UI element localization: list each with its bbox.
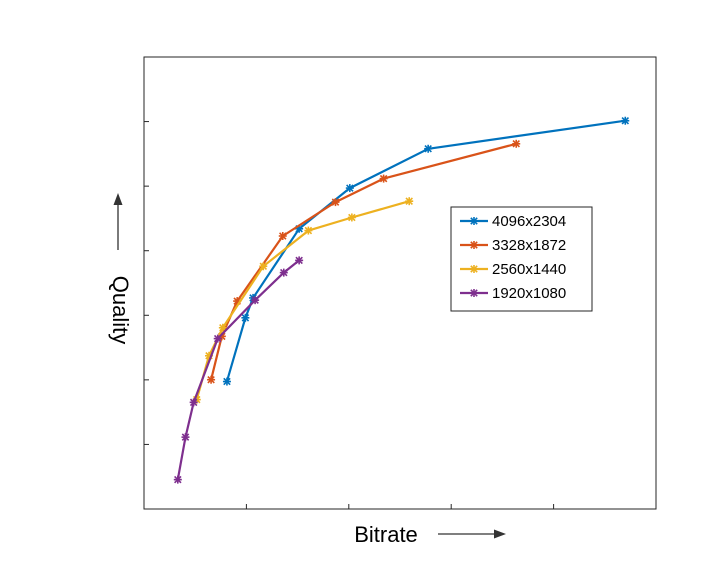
data-point-1920x1080-1 <box>173 475 182 484</box>
legend-marker <box>470 241 478 249</box>
data-point-2560x1440-4 <box>259 262 268 271</box>
x-axis-label: Bitrate <box>354 522 418 547</box>
data-point-1920x1080-5 <box>251 296 260 305</box>
x-axis-arrow <box>438 529 506 539</box>
legend-entry-2560x1440: 2560x1440 <box>460 261 566 278</box>
legend-entry-1920x1080: 1920x1080 <box>460 285 566 302</box>
legend-marker <box>470 265 478 273</box>
data-point-3328x1872-1 <box>207 375 216 384</box>
legend-entry-3328x1872: 3328x1872 <box>460 237 566 254</box>
plot-frame <box>143 56 657 510</box>
data-point-1920x1080-2 <box>181 433 190 442</box>
series-3328x1872 <box>207 139 521 384</box>
data-point-2560x1440-6 <box>347 213 356 222</box>
data-point-3328x1872-7 <box>512 139 521 148</box>
data-point-3328x1872-4 <box>278 231 287 240</box>
data-point-4096x2304-7 <box>621 116 630 125</box>
legend-entry-4096x2304: 4096x2304 <box>460 213 566 230</box>
series-1920x1080 <box>173 256 304 484</box>
legend-marker <box>470 217 478 225</box>
data-point-4096x2304-1 <box>222 377 231 386</box>
data-point-4096x2304-6 <box>424 144 433 153</box>
y-axis-arrow <box>113 193 123 250</box>
series-line-1920x1080 <box>176 259 300 480</box>
series-2560x1440 <box>192 197 414 404</box>
legend-label: 3328x1872 <box>492 237 566 254</box>
legend-marker <box>470 289 478 297</box>
data-point-3328x1872-6 <box>379 174 388 183</box>
legend: 4096x2304 3328x1872 2560x1440 1920x1080 <box>450 206 593 312</box>
data-point-1920x1080-4 <box>213 334 222 343</box>
data-point-4096x2304-2 <box>241 313 250 322</box>
axis-ticks <box>144 121 555 509</box>
data-point-3328x1872-5 <box>331 198 340 207</box>
legend-label: 4096x2304 <box>492 213 566 230</box>
series-layer <box>173 116 630 484</box>
data-point-4096x2304-5 <box>345 184 354 193</box>
series-line-2560x1440 <box>195 200 410 400</box>
legend-label: 1920x1080 <box>492 285 566 302</box>
data-point-1920x1080-6 <box>279 268 288 277</box>
data-point-1920x1080-7 <box>295 256 304 265</box>
data-point-1920x1080-3 <box>189 398 198 407</box>
legend-label: 2560x1440 <box>492 261 566 278</box>
y-axis-label: Quality <box>108 276 133 344</box>
data-point-2560x1440-5 <box>304 226 313 235</box>
data-point-2560x1440-7 <box>405 197 414 206</box>
